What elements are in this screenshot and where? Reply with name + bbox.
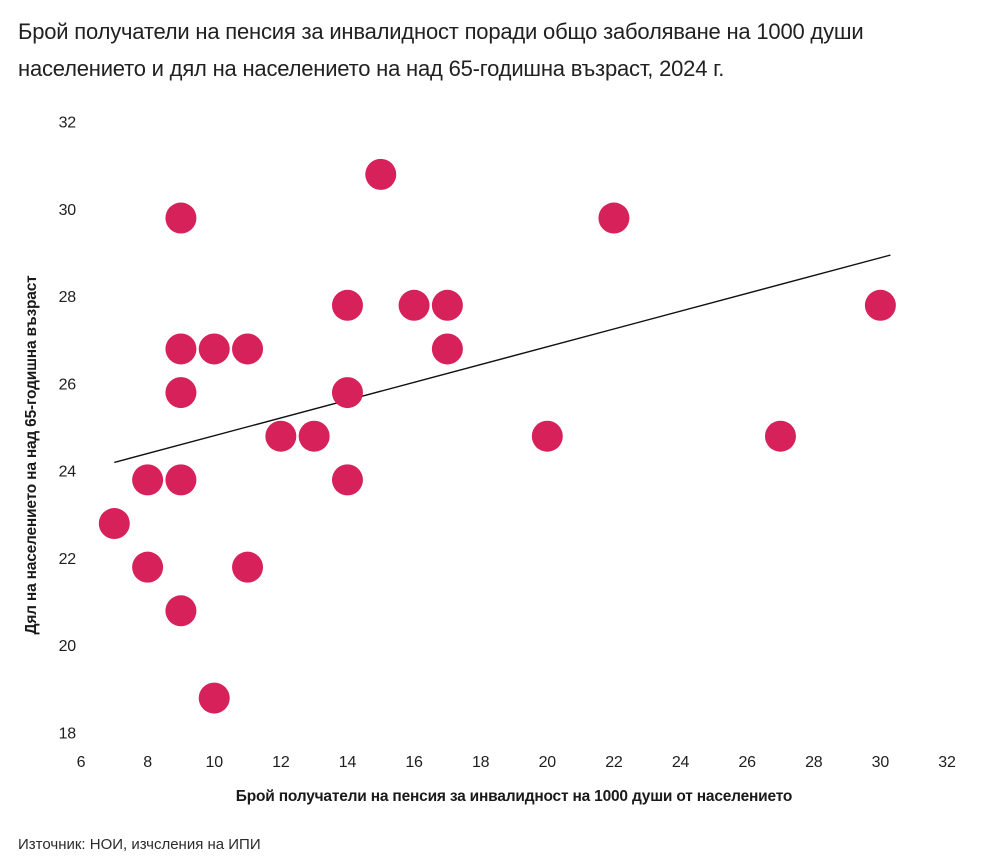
data-point [331, 464, 363, 496]
data-point [265, 420, 297, 452]
trend-line [114, 254, 891, 464]
data-point [198, 333, 230, 365]
data-point [398, 289, 430, 321]
x-tick-label: 14 [339, 754, 357, 771]
y-tick-label: 26 [59, 376, 77, 393]
data-point [165, 333, 197, 365]
data-point [165, 377, 197, 409]
y-tick-label: 20 [59, 638, 77, 655]
data-point [331, 377, 363, 409]
data-point [764, 420, 796, 452]
x-tick-label: 28 [805, 754, 823, 771]
y-tick-label: 30 [59, 202, 77, 219]
source-note: Източник: НОИ, изчсления на ИПИ [18, 836, 261, 853]
x-tick-label: 18 [472, 754, 490, 771]
x-tick-label: 12 [272, 754, 290, 771]
x-tick-label: 20 [539, 754, 557, 771]
data-point [431, 289, 463, 321]
data-point [531, 420, 563, 452]
chart-title: Брой получатели на пенсия за инвалидност… [18, 13, 864, 87]
data-point [198, 682, 230, 714]
x-axis-title: Брой получатели на пенсия за инвалидност… [236, 788, 792, 805]
data-point [331, 289, 363, 321]
data-point [298, 420, 330, 452]
data-point [232, 551, 264, 583]
data-point [232, 333, 264, 365]
y-tick-label: 22 [59, 551, 77, 568]
data-point [132, 464, 164, 496]
x-tick-label: 8 [143, 754, 152, 771]
y-tick-label: 18 [59, 726, 77, 743]
x-tick-label: 10 [206, 754, 224, 771]
data-point [165, 595, 197, 627]
data-point [165, 202, 197, 234]
data-point [365, 158, 397, 190]
chart-title-line1: Брой получатели на пенсия за инвалидност… [18, 19, 864, 44]
data-point [98, 508, 130, 540]
x-tick-label: 30 [872, 754, 890, 771]
x-tick-label: 24 [672, 754, 690, 771]
x-tick-label: 16 [405, 754, 423, 771]
y-tick-label: 24 [59, 464, 77, 481]
data-point [431, 333, 463, 365]
x-tick-label: 26 [738, 754, 756, 771]
y-tick-label: 28 [59, 289, 77, 306]
data-point [864, 289, 896, 321]
y-tick-label: 32 [59, 115, 77, 132]
y-axis-title: Дял на населението на над 65-годишна въз… [23, 275, 40, 635]
chart-title-line2: населението и дял на населението на над … [18, 56, 725, 81]
data-point [165, 464, 197, 496]
x-tick-label: 22 [605, 754, 623, 771]
x-tick-label: 6 [77, 754, 86, 771]
x-tick-label: 32 [938, 754, 956, 771]
data-point [132, 551, 164, 583]
data-point [598, 202, 630, 234]
